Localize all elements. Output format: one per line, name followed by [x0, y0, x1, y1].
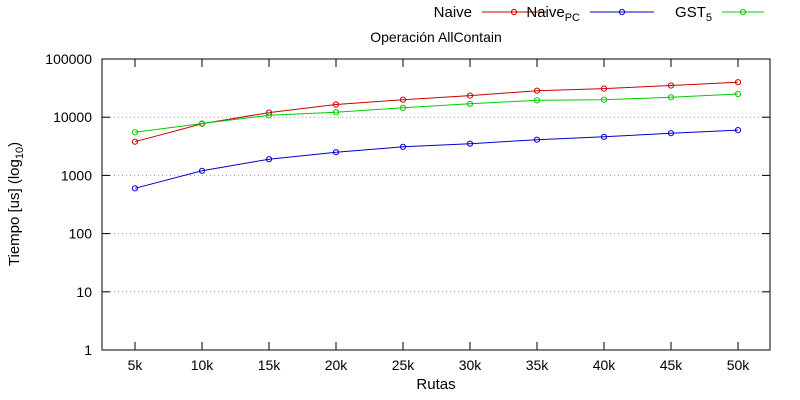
- series-1: [131, 79, 742, 145]
- legend-label: Naive: [434, 4, 472, 21]
- data-point: [466, 92, 474, 99]
- x-axis: 5k 10k 15k 20k 25k 30k 35k 40k 45k 50k: [128, 59, 751, 373]
- data-point: [600, 96, 608, 103]
- y-axis-title-main: Tiempo [us] (log: [6, 159, 23, 266]
- data-point: [131, 185, 139, 192]
- data-point: [600, 85, 608, 92]
- data-point: [533, 97, 541, 104]
- series-3: [131, 90, 742, 136]
- x-tick-label: 25k: [392, 357, 416, 373]
- legend-label: GST5: [675, 4, 712, 24]
- legend-marker: [739, 8, 747, 16]
- x-tick-label: 40k: [593, 357, 617, 373]
- data-point: [399, 143, 407, 150]
- data-point: [332, 101, 340, 108]
- x-tick-label: 20k: [325, 357, 349, 373]
- x-tick-label: 5k: [128, 357, 144, 373]
- data-point: [466, 100, 474, 107]
- legend-marker: [510, 8, 518, 16]
- legend-entry: GST5: [675, 4, 764, 24]
- legend-entry: NaivePC: [526, 4, 654, 24]
- data-point: [600, 133, 608, 140]
- data-point: [198, 167, 206, 174]
- series-2: [131, 127, 742, 192]
- y-tick-label: 10: [76, 284, 92, 300]
- legend-marker: [618, 8, 626, 16]
- y-tick-label: 1: [84, 342, 92, 358]
- y-axis-title-subscript: 10: [14, 147, 26, 159]
- y-axis: 1 10 100 1000 10000 100000: [45, 51, 770, 358]
- data-point: [131, 129, 139, 136]
- legend-entry: Naive: [434, 4, 546, 21]
- x-tick-label: 50k: [727, 357, 751, 373]
- x-tick-label: 15k: [258, 357, 282, 373]
- x-tick-label: 30k: [459, 357, 483, 373]
- y-tick-label: 100: [69, 226, 93, 242]
- data-point: [399, 96, 407, 103]
- data-point: [667, 94, 675, 101]
- data-point: [399, 104, 407, 111]
- series-line: [134, 81, 739, 143]
- data-point: [667, 82, 675, 89]
- y-axis-title: Tiempo [us] (log10): [6, 142, 26, 266]
- series-line: [134, 129, 739, 189]
- x-tick-label: 45k: [660, 357, 684, 373]
- data-point: [734, 127, 742, 134]
- data-point: [265, 156, 273, 163]
- y-tick-label: 100000: [45, 51, 92, 67]
- legend-label: NaivePC: [526, 4, 580, 24]
- plot-area-frame: [101, 58, 771, 351]
- y-tick-label: 1000: [61, 167, 92, 183]
- data-point: [734, 79, 742, 86]
- data-point: [533, 87, 541, 94]
- x-axis-title: Rutas: [416, 376, 455, 393]
- series-layer: [131, 79, 742, 192]
- data-point: [332, 149, 340, 156]
- data-point: [332, 109, 340, 116]
- grid-lines: [102, 116, 770, 293]
- chart-title: Operación AllContain: [370, 29, 502, 45]
- data-point: [667, 130, 675, 137]
- data-point: [734, 90, 742, 98]
- data-point: [466, 140, 474, 147]
- legend: Naive NaivePC GST5: [434, 4, 764, 24]
- data-point: [265, 112, 273, 119]
- x-tick-label: 35k: [526, 357, 550, 373]
- data-point: [533, 136, 541, 143]
- y-axis-title-end: ): [6, 142, 23, 147]
- y-tick-label: 10000: [53, 109, 92, 125]
- data-point: [198, 120, 206, 127]
- series-line: [134, 93, 739, 133]
- data-point: [131, 138, 139, 145]
- x-tick-label: 10k: [191, 357, 215, 373]
